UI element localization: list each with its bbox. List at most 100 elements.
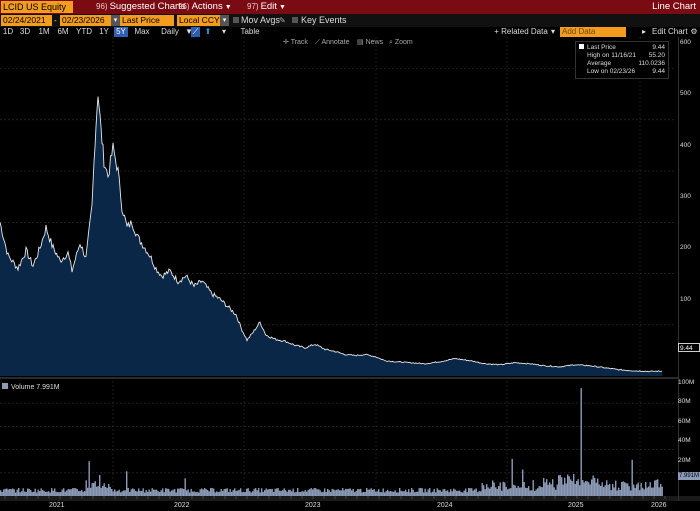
period-ytd[interactable]: YTD: [76, 27, 92, 36]
related-data-caret-icon[interactable]: ▾: [550, 27, 555, 36]
gear-icon[interactable]: ⚙: [690, 27, 698, 36]
start-date-field[interactable]: 02/24/2021: [1, 15, 52, 26]
volume-bar: [465, 488, 467, 496]
related-data-button[interactable]: + Related Data: [494, 27, 548, 36]
volume-bar: [82, 491, 84, 496]
volume-bar: [382, 488, 384, 496]
volume-bar: [561, 477, 563, 496]
volume-bar: [154, 489, 156, 496]
x-axis-strip: [0, 496, 700, 501]
calendar-dropdown-icon[interactable]: ▾: [111, 15, 120, 26]
volume-bar: [571, 481, 573, 496]
volume-bar: [256, 490, 258, 496]
actions-menu[interactable]: 96) Actions ▼: [178, 1, 232, 13]
panel-divider[interactable]: [0, 377, 678, 379]
volume-bar: [526, 487, 528, 496]
volume-bar: [546, 479, 548, 496]
volume-bar: [541, 487, 543, 496]
volume-bar: [10, 489, 12, 496]
end-date-field[interactable]: 02/23/2026: [60, 15, 111, 26]
range-row: 02/24/2021 - 02/23/2026 ▾ Last Price Loc…: [0, 14, 700, 27]
chart-style-icon[interactable]: ⬆: [204, 27, 212, 36]
chart-canvas[interactable]: [0, 37, 700, 511]
legend-last-value: 9.44: [652, 44, 665, 51]
volume-bar: [249, 491, 251, 496]
period-3d[interactable]: 3D: [19, 27, 31, 36]
volume-bar: [330, 491, 332, 496]
add-data-input[interactable]: Add Data: [560, 27, 626, 37]
line-chart-type-icon[interactable]: ⟋: [191, 27, 200, 37]
volume-bar: [136, 491, 138, 496]
volume-bar: [361, 492, 363, 496]
volume-bar: [480, 491, 482, 496]
volume-bar: [423, 492, 425, 496]
edit-menu[interactable]: 97) Edit ▼: [247, 1, 286, 13]
style-caret-icon[interactable]: ▾: [221, 27, 226, 36]
key-events-checkbox[interactable]: [292, 17, 298, 23]
volume-bar: [352, 488, 354, 496]
volume-bar: [466, 492, 468, 496]
period-1y[interactable]: 1Y: [99, 27, 109, 36]
volume-bar: [298, 492, 300, 496]
volume-axis-label: 60M: [678, 418, 691, 425]
volume-bar: [220, 489, 222, 496]
volume-bar: [519, 487, 521, 496]
volume-bar: [138, 488, 140, 496]
volume-bar: [264, 490, 266, 496]
volume-bar: [318, 489, 320, 496]
volume-bar: [265, 488, 267, 496]
edit-chart-button[interactable]: Edit Chart: [652, 27, 688, 36]
track-label: Track: [290, 39, 308, 46]
volume-bar: [520, 487, 522, 496]
volume-bar: [390, 491, 392, 496]
volume-bar: [601, 482, 603, 496]
volume-bar: [132, 488, 134, 496]
volume-bar: [372, 489, 374, 496]
volume-bar: [147, 491, 149, 496]
volume-bar: [303, 491, 305, 496]
volume-bar: [124, 490, 126, 496]
volume-bar: [412, 489, 414, 496]
volume-bar: [313, 487, 315, 496]
pencil-icon[interactable]: ✎: [279, 16, 286, 25]
period-6m[interactable]: 6M: [57, 27, 69, 36]
volume-bar: [250, 492, 252, 496]
volume-bar: [597, 478, 599, 496]
volume-bar: [609, 483, 611, 496]
volume-bar: [115, 491, 117, 496]
volume-bar: [33, 491, 35, 496]
volume-bar: [573, 473, 575, 496]
period-1d[interactable]: 1D: [2, 27, 14, 36]
period-max[interactable]: Max: [134, 27, 150, 36]
ticker-field[interactable]: LCID US Equity: [1, 1, 73, 13]
volume-bar: [399, 487, 401, 496]
zoom-tool[interactable]: ⌕ Zoom: [389, 38, 413, 47]
volume-bar: [427, 489, 429, 496]
volume-bar: [87, 487, 89, 496]
suggested-charts-button[interactable]: 96) Suggested Charts: [96, 1, 186, 13]
volume-bar: [111, 488, 113, 496]
volume-bar: [610, 490, 612, 496]
annotate-tool[interactable]: ⟋ Annotate: [315, 38, 350, 47]
table-button[interactable]: Table: [240, 27, 260, 36]
period-5y[interactable]: 5Y: [114, 27, 128, 37]
frequency-selector[interactable]: Daily: [161, 27, 179, 36]
edit-chart-caret-icon[interactable]: ▸: [641, 27, 646, 36]
volume-bar: [387, 489, 389, 496]
volume-bar: [481, 482, 483, 496]
mov-avgs-checkbox[interactable]: [233, 17, 239, 23]
period-1m[interactable]: 1M: [38, 27, 50, 36]
currency-dropdown-icon[interactable]: ▾: [220, 15, 229, 26]
volume-bar: [615, 480, 617, 496]
news-tool[interactable]: ▤ News: [357, 38, 383, 47]
track-tool[interactable]: ✛ Track: [283, 38, 308, 47]
volume-bar: [240, 488, 242, 496]
news-label: News: [365, 39, 384, 46]
volume-bar: [471, 488, 473, 496]
field-selector[interactable]: Last Price: [120, 15, 174, 26]
currency-selector[interactable]: Local CCY: [177, 15, 220, 26]
volume-bar: [315, 488, 317, 496]
frequency-caret-icon[interactable]: ▼: [185, 27, 193, 36]
volume-bar: [73, 488, 75, 496]
volume-bar: [354, 492, 356, 496]
